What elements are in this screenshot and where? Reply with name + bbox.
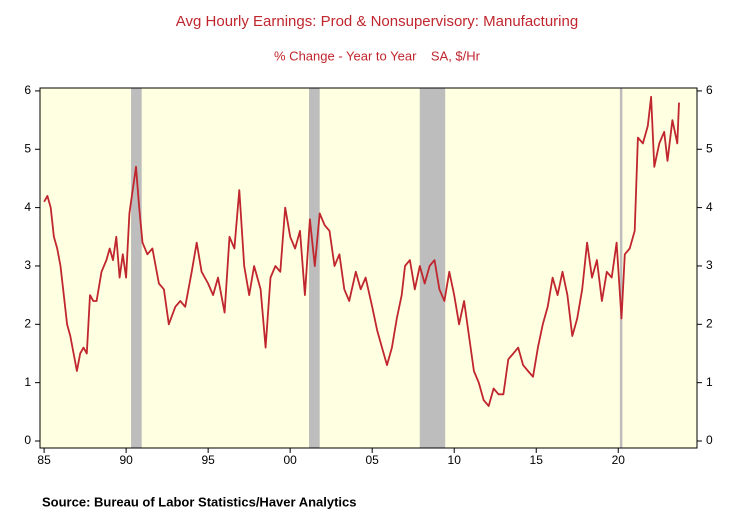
y2-tick-label: 6 [706, 83, 713, 97]
x-tick-label: 15 [530, 453, 544, 467]
y-tick-label: 2 [24, 316, 31, 330]
source-note: Source: Bureau of Labor Statistics/Haver… [42, 494, 357, 509]
recession-band [619, 88, 623, 448]
y2-tick-label: 4 [706, 200, 713, 214]
x-tick-label: 85 [37, 453, 51, 467]
y-tick-label: 5 [24, 141, 31, 155]
recession-band [131, 88, 142, 448]
recession-band [419, 88, 446, 448]
y-tick-label: 6 [24, 83, 31, 97]
x-tick-label: 00 [283, 453, 297, 467]
chart-subtitle: % Change - Year to Year SA, $/Hr [274, 48, 481, 63]
y2-tick-label: 2 [706, 316, 713, 330]
y-tick-label: 4 [24, 200, 31, 214]
y2-tick-label: 5 [706, 141, 713, 155]
data-line [43, 95, 680, 407]
plot-frame [39, 87, 698, 449]
y-tick-label: 1 [24, 375, 31, 389]
x-tick-label: 05 [366, 453, 380, 467]
x-tick-label: 10 [448, 453, 462, 467]
y2-tick-label: 1 [706, 375, 713, 389]
x-tick-label: 95 [201, 453, 215, 467]
y-tick-label: 3 [24, 258, 31, 272]
x-tick-label: 20 [612, 453, 626, 467]
x-tick-label: 90 [119, 453, 133, 467]
recession-band [309, 88, 320, 448]
y2-tick-label: 0 [706, 433, 713, 447]
y2-tick-label: 3 [706, 258, 713, 272]
y-tick-label: 0 [24, 433, 31, 447]
chart-title: Avg Hourly Earnings: Prod & Nonsuperviso… [176, 13, 578, 30]
plot-area [40, 88, 697, 448]
